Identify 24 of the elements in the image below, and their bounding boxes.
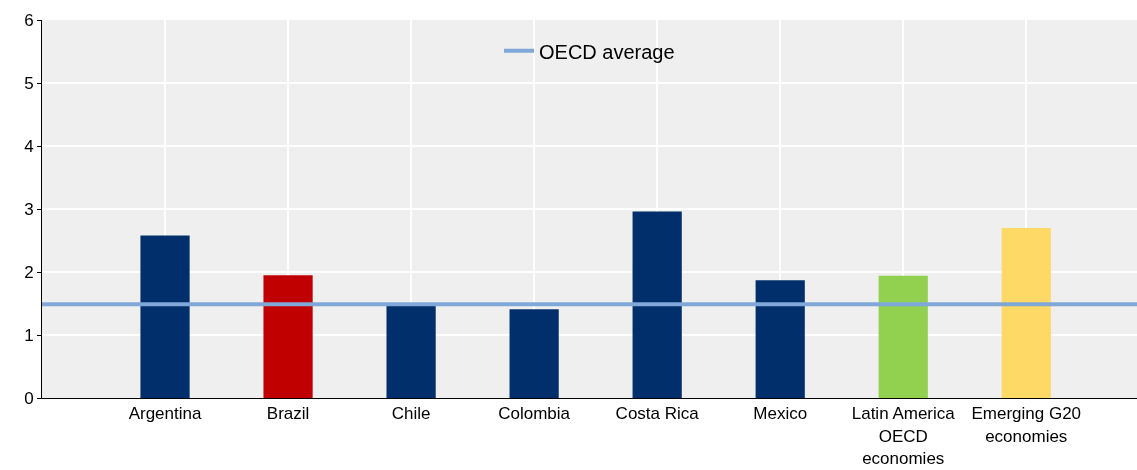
x-tick-label: Costa Rica bbox=[615, 404, 700, 424]
x-tick-label: Emerging G20 economies bbox=[971, 404, 1082, 446]
y-tick-label: 0 bbox=[24, 388, 34, 408]
bar bbox=[140, 235, 190, 398]
x-tick-label: Latin America OECD economies bbox=[851, 404, 956, 468]
bar bbox=[509, 309, 559, 398]
bar bbox=[878, 275, 928, 398]
x-tick-label: Chile bbox=[391, 404, 431, 424]
y-tick-label: 1 bbox=[24, 325, 34, 345]
x-tick-label: Mexico bbox=[753, 404, 808, 424]
y-tick-label: 5 bbox=[24, 73, 34, 93]
x-tick-label: Brazil bbox=[266, 404, 310, 424]
y-tick-label: 6 bbox=[24, 10, 34, 30]
legend-label: OECD average bbox=[539, 40, 675, 63]
bar bbox=[386, 305, 436, 398]
y-tick-label: 4 bbox=[24, 136, 34, 156]
y-tick-label: 2 bbox=[24, 262, 34, 282]
bar bbox=[632, 211, 682, 398]
bar bbox=[1001, 227, 1051, 398]
bar bbox=[755, 280, 805, 398]
x-tick-label: Argentina bbox=[128, 404, 202, 424]
x-tick-label: Colombia bbox=[498, 404, 571, 424]
y-tick-label: 3 bbox=[24, 199, 34, 219]
bar bbox=[263, 275, 313, 398]
